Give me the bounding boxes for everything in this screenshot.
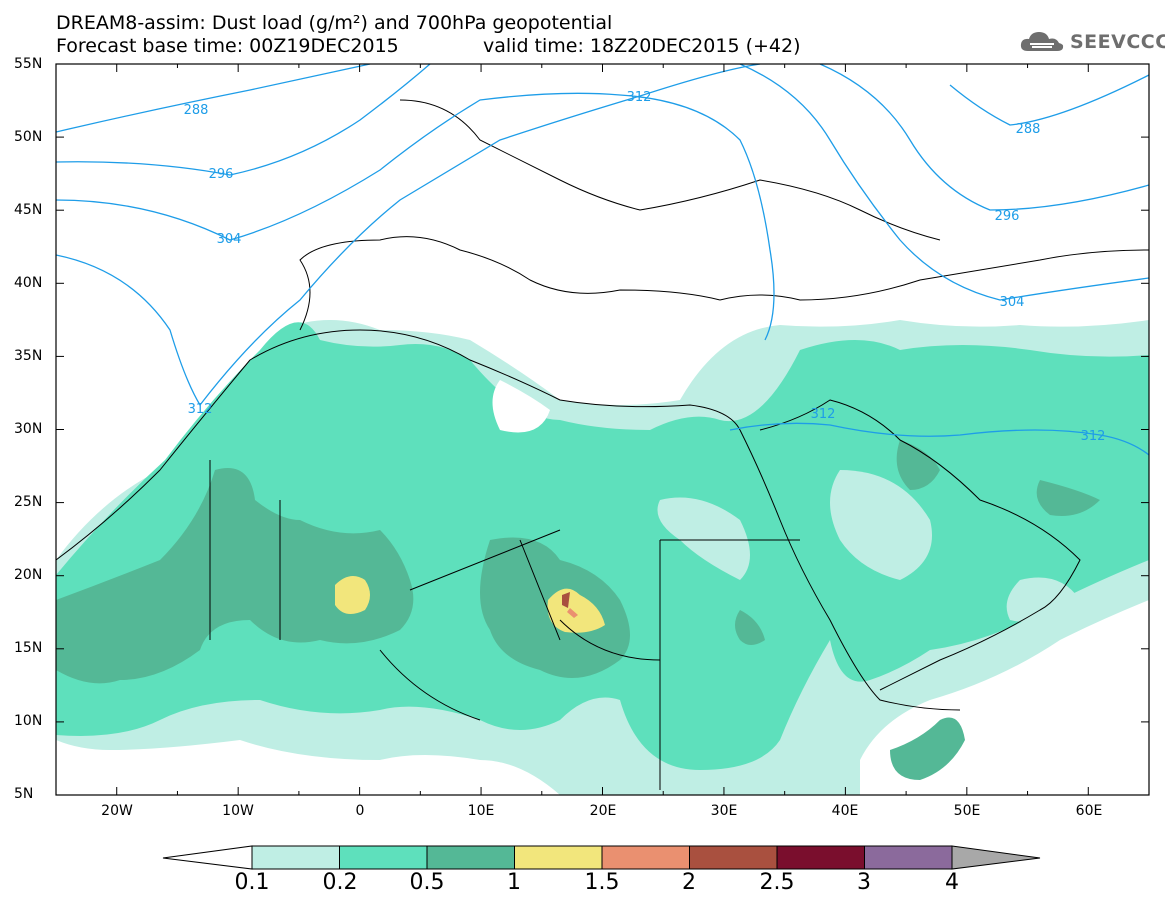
colorbar-swatch (689, 845, 778, 870)
lon-label: 50E (953, 803, 981, 819)
coastlines (56, 99, 1149, 790)
colorbar-label: 2 (682, 870, 696, 895)
colorbar-label: 3 (857, 870, 871, 895)
lon-label: 10W (222, 803, 254, 819)
colorbar-swatch (426, 845, 515, 870)
lat-label: 5N (14, 786, 34, 802)
lat-label: 15N (14, 640, 43, 656)
colorbar-swatch (251, 845, 340, 870)
contour-label: 304 (217, 232, 242, 247)
logo-text: SEEVCCC (1070, 31, 1165, 53)
lat-label: 40N (14, 275, 43, 291)
valid-time: valid time: 18Z20DEC2015 (+42) (483, 35, 801, 57)
cloud-icon (1020, 32, 1064, 51)
lat-label: 35N (14, 348, 43, 364)
lon-label: 20W (101, 803, 133, 819)
contour-label: 296 (209, 167, 234, 182)
colorbar-high-arrow (951, 845, 1041, 870)
contour-label: 312 (627, 90, 652, 105)
colorbar-label: 0.1 (234, 870, 270, 895)
lat-label: 20N (14, 567, 43, 583)
lat-label: 10N (14, 713, 43, 729)
colorbar-swatch (864, 845, 953, 870)
lat-label: 25N (14, 494, 43, 510)
colorbar-label: 1 (507, 870, 521, 895)
contour-labels: 288 296 304 312 312 296 288 304 312 312 (184, 90, 1106, 444)
contour-label: 288 (1016, 122, 1041, 137)
lon-label: 20E (589, 803, 617, 819)
contour-label: 312 (811, 407, 836, 422)
colorbar-label: 2.5 (759, 870, 795, 895)
colorbar-label: 1.5 (584, 870, 620, 895)
lat-label: 45N (14, 202, 43, 218)
lon-label: 60E (1075, 803, 1103, 819)
seevccc-logo: SEEVCCC (1018, 27, 1165, 57)
geopotential-contours (56, 64, 1149, 456)
colorbar-swatch (339, 845, 428, 870)
forecast-base-time: Forecast base time: 00Z19DEC2015 (56, 35, 399, 57)
lat-label: 55N (14, 56, 43, 72)
colorbar-label: 0.2 (322, 870, 358, 895)
contour-label: 304 (1000, 295, 1025, 310)
colorbar (162, 845, 1041, 870)
colorbar-low-arrow (162, 845, 253, 870)
colorbar-label: 0.5 (409, 870, 445, 895)
colorbar-swatch (514, 845, 603, 870)
lat-label: 30N (14, 421, 43, 437)
contour-label: 312 (1081, 429, 1106, 444)
contour-label: 296 (995, 209, 1020, 224)
colorbar-swatch (776, 845, 865, 870)
axis-ticks (55, 63, 1150, 796)
contour-label: 288 (184, 103, 209, 118)
lon-label: 40E (831, 803, 859, 819)
lon-label: 0 (355, 803, 365, 819)
contour-label: 312 (188, 402, 213, 417)
dust-shading (56, 320, 1149, 795)
lon-label: 30E (710, 803, 738, 819)
lat-label: 50N (14, 129, 43, 145)
colorbar-swatch (601, 845, 690, 870)
lon-label: 10E (467, 803, 495, 819)
map-title: DREAM8-assim: Dust load (g/m²) and 700hP… (56, 12, 613, 34)
colorbar-label: 4 (945, 870, 959, 895)
